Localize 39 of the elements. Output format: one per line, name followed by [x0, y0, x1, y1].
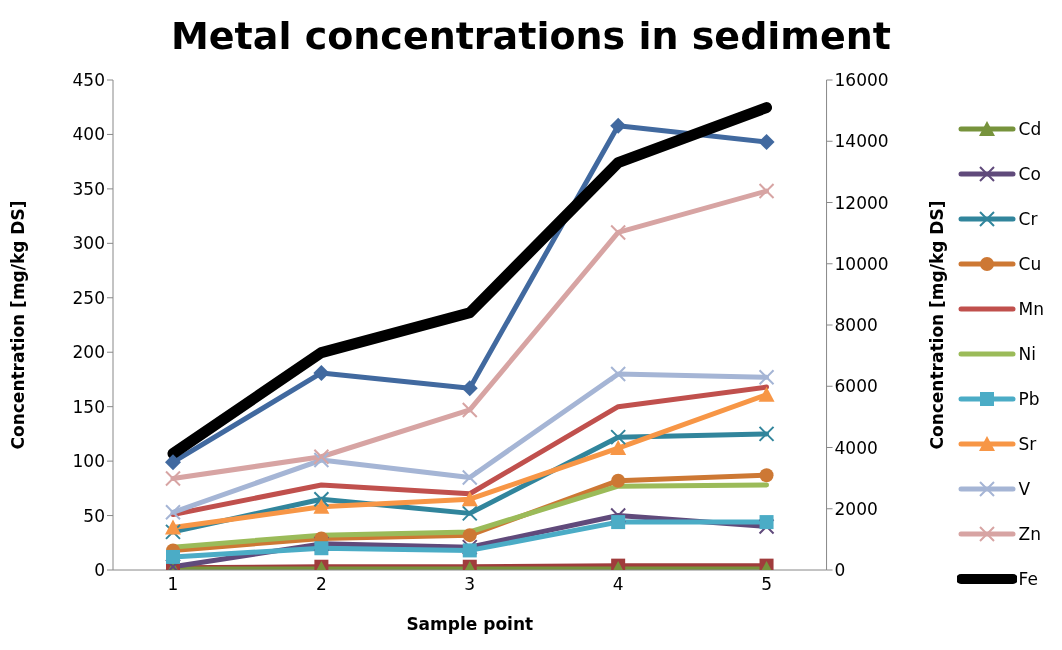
legend-label: Co: [1018, 164, 1041, 184]
x-tick-label: 2: [315, 574, 327, 595]
y-tick-label: 100: [72, 451, 105, 472]
y-tick-label: 400: [72, 124, 105, 145]
y2-tick-label: 8000: [834, 315, 878, 336]
y-axis-title: Concentration [mg/kg DS]: [8, 200, 29, 450]
y-tick-label: 450: [72, 70, 105, 91]
x-tick-label: 3: [464, 574, 476, 595]
legend-label: Mn: [1018, 299, 1044, 319]
y2-tick-label: 16000: [834, 70, 889, 91]
legend-label: Sr: [1018, 434, 1037, 454]
x-tick-label: 1: [167, 574, 179, 595]
y2-tick-label: 6000: [834, 376, 878, 397]
x-tick-label: 5: [761, 574, 772, 595]
y2-tick-label: 14000: [834, 131, 889, 152]
y-tick-label: 150: [72, 396, 105, 417]
y2-tick-label: 0: [834, 560, 846, 581]
legend-label: Cr: [1018, 209, 1038, 229]
y2-tick-label: 10000: [834, 253, 889, 274]
y-tick-label: 50: [83, 505, 105, 526]
legend-label: Cu: [1018, 254, 1042, 274]
legend-label: Pb: [1018, 389, 1040, 409]
legend-label: V: [1018, 479, 1031, 499]
y-tick-label: 200: [72, 342, 105, 363]
y-tick-label: 300: [72, 233, 105, 254]
legend-label: Ni: [1018, 344, 1036, 364]
y-tick-label: 350: [72, 178, 105, 199]
legend-label: Fe: [1018, 569, 1038, 589]
legend-label: Zn: [1018, 524, 1041, 544]
chart-title: Metal concentrations in sediment: [170, 13, 892, 60]
y2-tick-label: 2000: [834, 498, 878, 519]
x-tick-label: 4: [612, 574, 624, 595]
y-tick-label: 250: [72, 287, 105, 308]
legend-label: Cd: [1018, 119, 1042, 139]
y2-axis-title: Concentration [mg/kg DS]: [926, 200, 947, 450]
y2-tick-label: 12000: [834, 192, 889, 213]
y2-tick-label: 4000: [834, 437, 878, 458]
y-tick-label: 0: [94, 560, 105, 581]
x-axis-title: Sample point: [406, 614, 534, 634]
